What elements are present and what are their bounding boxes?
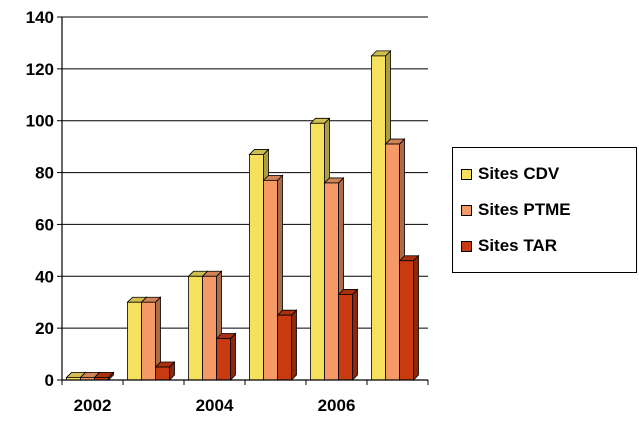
y-tick-label: 100 [26, 112, 54, 131]
legend-item-sites-tar: Sites TAR [461, 236, 557, 256]
bar-front [188, 275, 203, 381]
bar-front [263, 179, 278, 381]
legend-label-sites-ptme: Sites PTME [478, 200, 571, 219]
bar-front [216, 338, 231, 381]
bar-side [230, 332, 236, 381]
bar-front [141, 301, 156, 381]
y-tick-label: 120 [26, 60, 54, 79]
bar-sites-tar-2006 [337, 288, 359, 381]
bar-side [413, 254, 419, 381]
legend-swatch-sites-cdv [461, 168, 472, 180]
bar-front [249, 154, 264, 381]
bar-front [324, 182, 339, 381]
y-tick-label: 60 [35, 215, 54, 234]
legend: Sites CDV Sites PTME Sites TAR [452, 147, 637, 273]
bar-front [338, 294, 353, 381]
bar-side [352, 288, 358, 381]
bar-front [202, 275, 217, 381]
bars [65, 49, 420, 381]
legend-swatch-sites-ptme [461, 204, 472, 216]
y-tick-label: 0 [45, 371, 54, 390]
x-tick-label: 2002 [74, 396, 112, 415]
bar-front [155, 366, 170, 381]
bar-sites-tar-2007 [398, 254, 420, 381]
bar-front [371, 55, 386, 381]
legend-item-sites-ptme: Sites PTME [461, 200, 571, 220]
x-tick-label: 2006 [318, 396, 356, 415]
gridlines [57, 16, 428, 381]
bar-front [127, 301, 142, 381]
y-tick-label: 80 [35, 164, 54, 183]
y-tick-label: 40 [35, 267, 54, 286]
legend-item-sites-cdv: Sites CDV [461, 164, 559, 184]
bar-front [385, 143, 400, 381]
bar-sites-tar-2003 [154, 361, 176, 381]
y-tick-labels: 0 20 40 60 80 100 120 140 [26, 8, 54, 390]
y-tick-label: 140 [26, 8, 54, 27]
bar-front [399, 260, 414, 381]
legend-label-sites-tar: Sites TAR [478, 236, 558, 255]
x-tick-label: 2004 [196, 396, 234, 415]
bar-sites-tar-2004 [215, 332, 237, 381]
bar-sites-tar-2005 [276, 309, 298, 381]
x-tick-labels: 2002 2004 2006 [74, 396, 356, 415]
bar-sites-tar-2002 [93, 371, 115, 381]
legend-swatch-sites-tar [461, 240, 472, 252]
bar-front [277, 314, 292, 381]
legend-label-sites-cdv: Sites CDV [478, 164, 560, 183]
y-tick-label: 20 [35, 319, 54, 338]
bar-side [291, 309, 297, 381]
bar-front [310, 122, 325, 381]
axes [61, 17, 429, 385]
